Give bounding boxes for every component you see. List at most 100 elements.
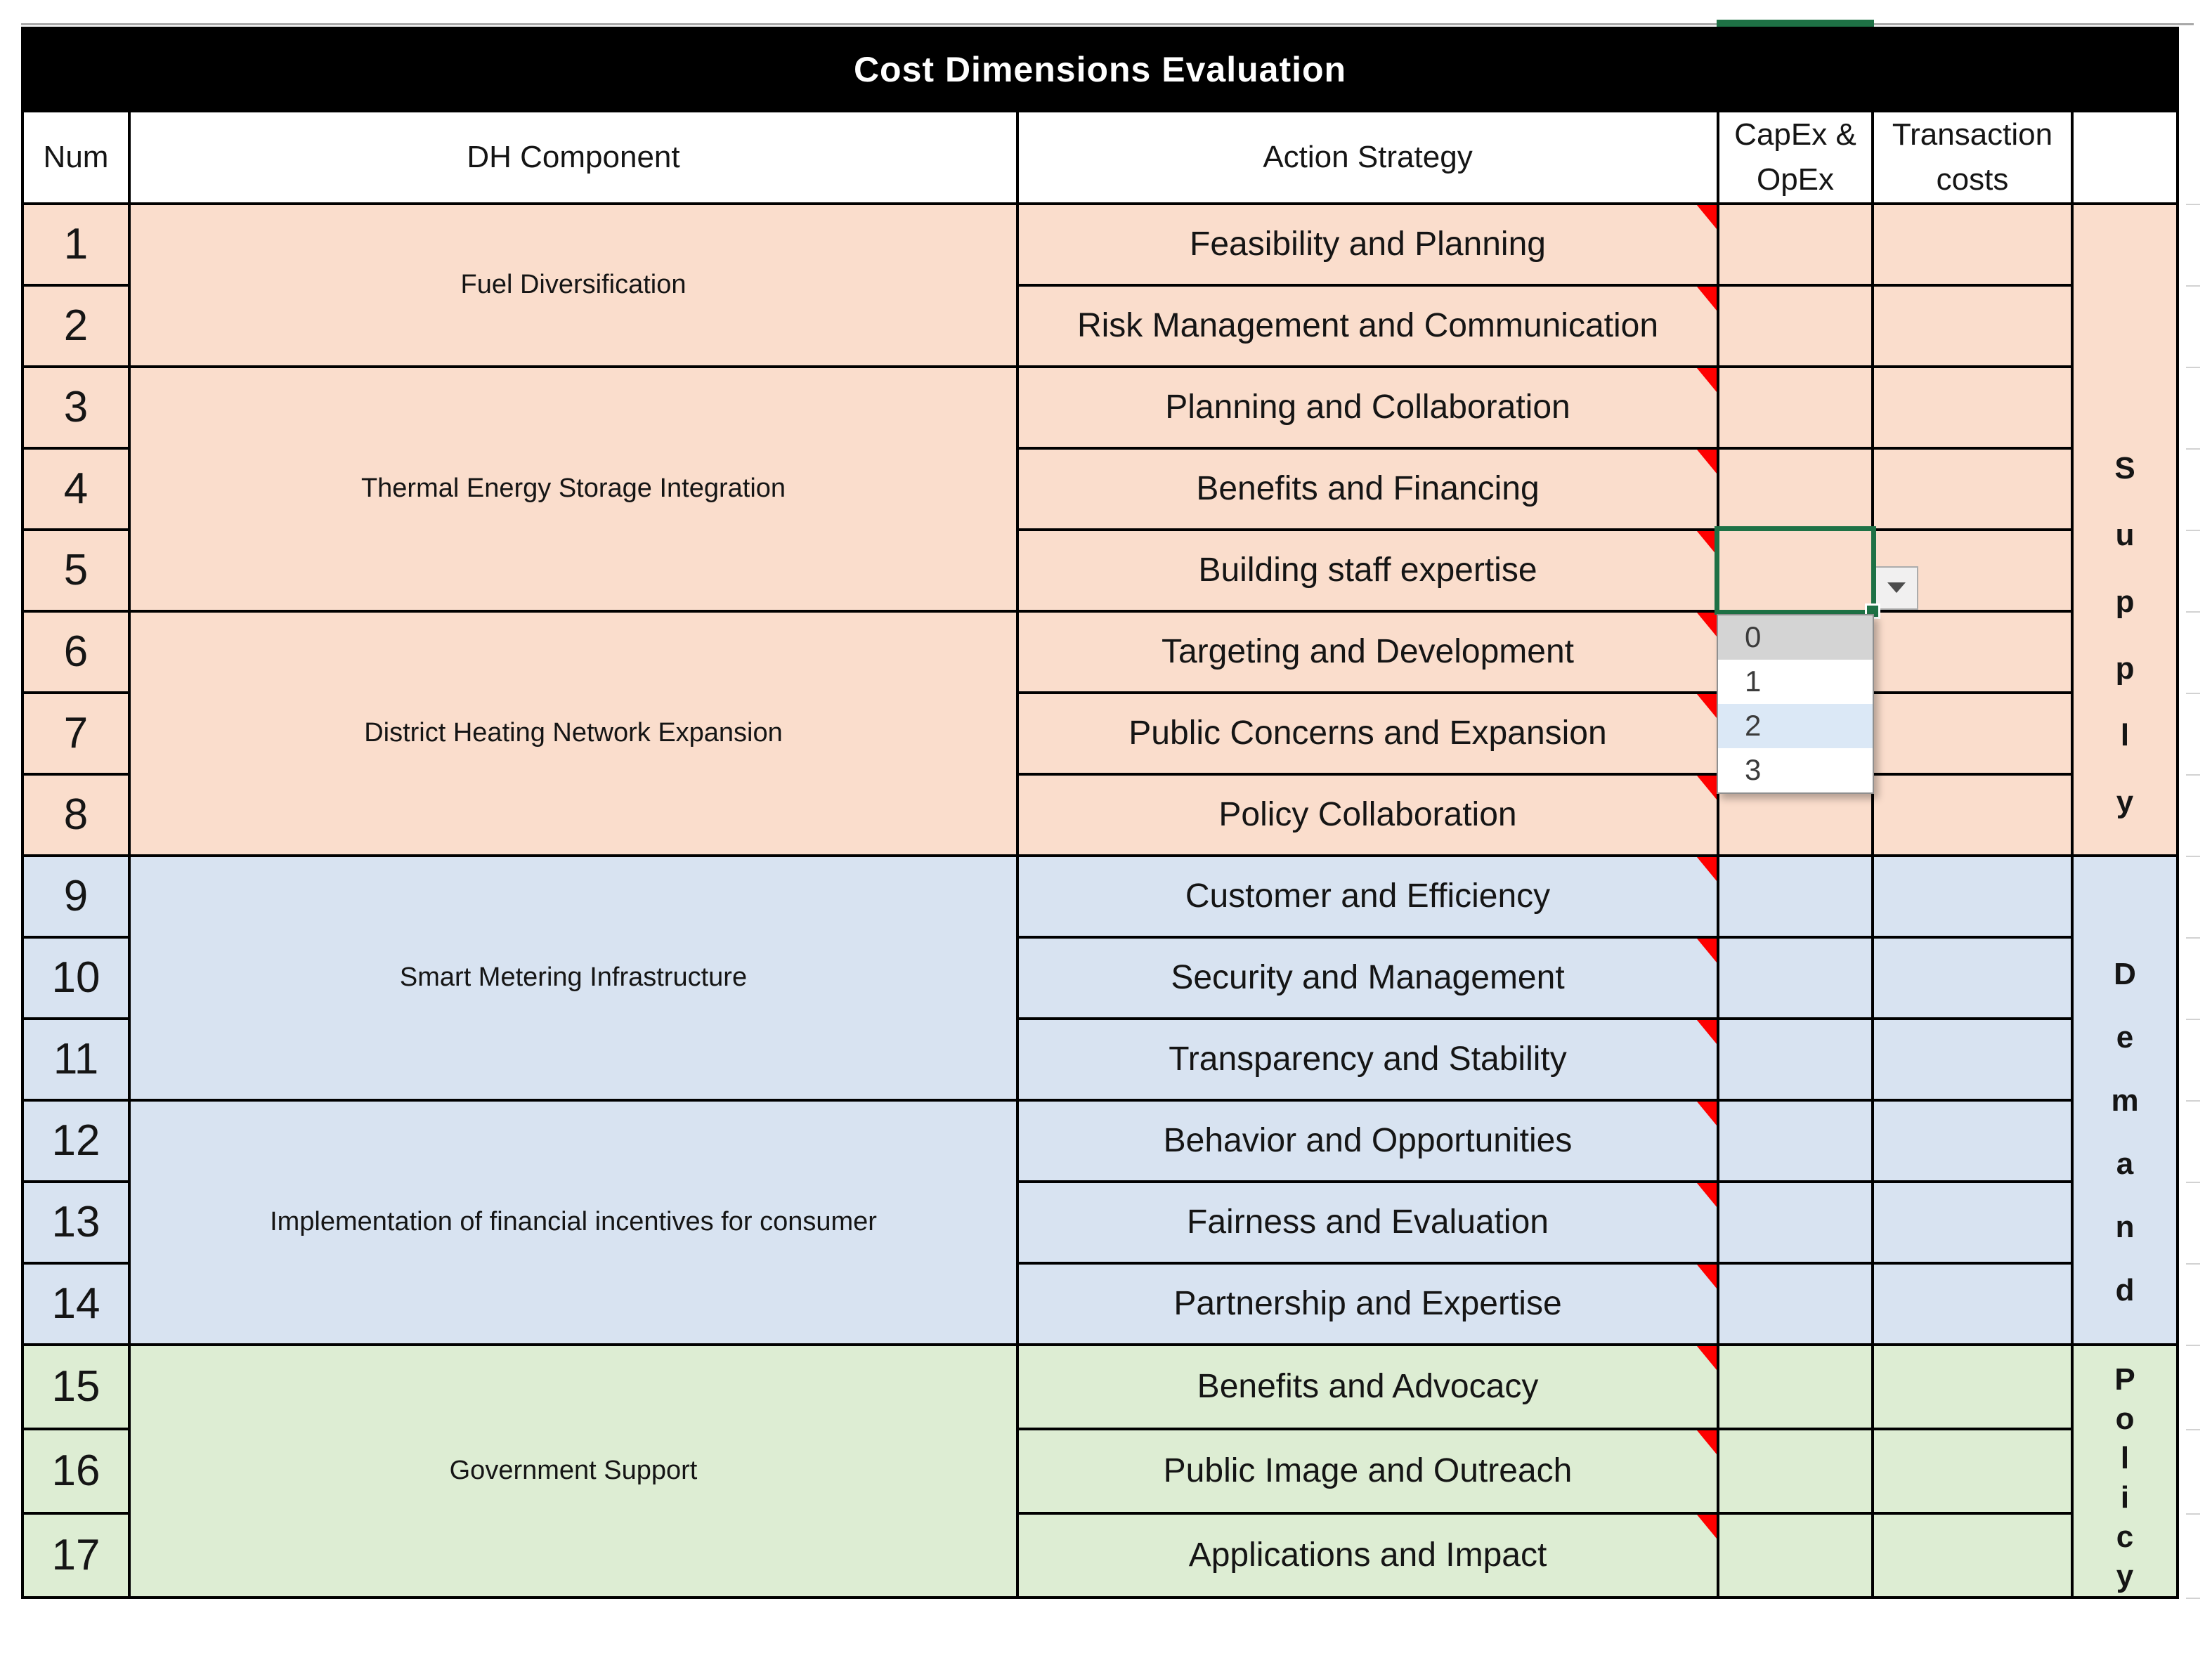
capex-value-cell[interactable] — [1717, 1427, 1874, 1515]
transaction-value-cell[interactable] — [1871, 1343, 2074, 1430]
action-cell[interactable]: Planning and Collaboration — [1016, 365, 1719, 450]
row-num[interactable]: 15 — [21, 1343, 131, 1430]
capex-value-cell[interactable] — [1717, 1261, 1874, 1346]
dropdown-option[interactable]: 0 — [1718, 615, 1873, 660]
action-cell[interactable]: Customer and Efficiency — [1016, 854, 1719, 939]
component-cell[interactable]: Fuel Diversification — [128, 202, 1019, 368]
page-title[interactable]: Cost Dimensions Evaluation — [20, 27, 2180, 112]
component-cell[interactable]: Government Support — [128, 1343, 1019, 1599]
action-cell[interactable]: Security and Management — [1016, 935, 1719, 1020]
capex-value-cell[interactable] — [1717, 1511, 1874, 1599]
row-num[interactable]: 16 — [21, 1427, 131, 1515]
row-num[interactable]: 17 — [21, 1511, 131, 1599]
component-cell[interactable]: Implementation of financial incentives f… — [128, 1098, 1019, 1346]
action-cell[interactable]: Behavior and Opportunities — [1016, 1098, 1719, 1183]
column-header-action[interactable]: Action Strategy — [1016, 110, 1719, 205]
column-header-category[interactable] — [2070, 110, 2180, 205]
capex-value-cell[interactable] — [1717, 935, 1874, 1020]
transaction-value-cell[interactable] — [1871, 365, 2074, 450]
column-header-component[interactable]: DH Component — [128, 110, 1019, 205]
capex-value-cell[interactable] — [1717, 1017, 1874, 1102]
action-cell[interactable]: Transparency and Stability — [1016, 1017, 1719, 1102]
column-header-num[interactable]: Num — [21, 110, 131, 205]
action-label: Targeting and Development — [1161, 633, 1575, 671]
column-header-capex[interactable]: CapEx & OpEx — [1717, 110, 1874, 205]
comment-indicator-icon — [1697, 1019, 1717, 1044]
action-cell[interactable]: Policy Collaboration — [1016, 772, 1719, 857]
capex-value-cell[interactable] — [1717, 854, 1874, 939]
transaction-value-cell[interactable] — [1871, 609, 2074, 694]
row-num[interactable]: 10 — [21, 935, 131, 1020]
component-cell[interactable]: Smart Metering Infrastructure — [128, 854, 1019, 1102]
action-cell[interactable]: Benefits and Financing — [1016, 446, 1719, 531]
capex-value-cell[interactable] — [1717, 1343, 1874, 1430]
comment-indicator-icon — [1697, 449, 1717, 474]
comment-indicator-icon — [1697, 1345, 1717, 1370]
row-num[interactable]: 13 — [21, 1180, 131, 1265]
data-validation-dropdown-button[interactable] — [1875, 566, 1918, 610]
capex-value-cell[interactable] — [1717, 202, 1874, 287]
column-header-transaction[interactable]: Transaction costs — [1871, 110, 2074, 205]
gridline-stub — [2186, 203, 2201, 205]
table-row: 12 Implementation of financial incentive… — [21, 1098, 2178, 1346]
action-cell[interactable]: Benefits and Advocacy — [1016, 1343, 1719, 1430]
capex-value-cell[interactable] — [1717, 283, 1874, 368]
row-num[interactable]: 2 — [21, 283, 131, 368]
row-num[interactable]: 5 — [21, 528, 131, 613]
transaction-value-cell[interactable] — [1871, 1427, 2074, 1515]
action-label: Policy Collaboration — [1218, 796, 1517, 834]
row-num[interactable]: 9 — [21, 854, 131, 939]
capex-value-cell[interactable] — [1717, 365, 1874, 450]
transaction-value-cell[interactable] — [1871, 691, 2074, 776]
dropdown-option[interactable]: 1 — [1745, 665, 1762, 698]
dropdown-option[interactable]: 3 — [1745, 753, 1762, 787]
action-cell[interactable]: Public Concerns and Expansion — [1016, 691, 1719, 776]
comment-indicator-icon — [1697, 286, 1717, 311]
gridline-stub — [2186, 448, 2201, 450]
transaction-value-cell[interactable] — [1871, 772, 2074, 857]
transaction-value-cell[interactable] — [1871, 1261, 2074, 1346]
transaction-value-cell[interactable] — [1871, 935, 2074, 1020]
transaction-value-cell[interactable] — [1871, 854, 2074, 939]
comment-indicator-icon — [1697, 204, 1717, 229]
row-num[interactable]: 4 — [21, 446, 131, 531]
transaction-value-cell[interactable] — [1871, 1511, 2074, 1599]
capex-value-cell[interactable] — [1717, 1180, 1874, 1265]
component-cell[interactable]: District Heating Network Expansion — [128, 609, 1019, 857]
action-cell[interactable]: Building staff expertise — [1016, 528, 1719, 613]
action-cell[interactable]: Fairness and Evaluation — [1016, 1180, 1719, 1265]
action-label: Behavior and Opportunities — [1163, 1122, 1573, 1160]
row-num[interactable]: 7 — [21, 691, 131, 776]
category-cell-policy[interactable]: P o l i c y — [2070, 1343, 2180, 1599]
comment-indicator-icon — [1697, 1264, 1717, 1288]
selected-cell[interactable] — [1717, 528, 1874, 613]
comment-indicator-icon — [1697, 1430, 1717, 1454]
selection-column-indicator — [1717, 20, 1874, 27]
action-cell[interactable]: Risk Management and Communication — [1016, 283, 1719, 368]
transaction-value-cell[interactable] — [1871, 1017, 2074, 1102]
action-cell[interactable]: Feasibility and Planning — [1016, 202, 1719, 287]
transaction-value-cell[interactable] — [1871, 1180, 2074, 1265]
transaction-value-cell[interactable] — [1871, 202, 2074, 287]
gridline-stub — [2186, 855, 2201, 857]
action-cell[interactable]: Applications and Impact — [1016, 1511, 1719, 1599]
row-num[interactable]: 6 — [21, 609, 131, 694]
row-num[interactable]: 8 — [21, 772, 131, 857]
transaction-value-cell[interactable] — [1871, 283, 2074, 368]
transaction-value-cell[interactable] — [1871, 446, 2074, 531]
transaction-value-cell[interactable] — [1871, 1098, 2074, 1183]
row-num[interactable]: 12 — [21, 1098, 131, 1183]
row-num[interactable]: 11 — [21, 1017, 131, 1102]
action-cell[interactable]: Targeting and Development — [1016, 609, 1719, 694]
row-num[interactable]: 3 — [21, 365, 131, 450]
category-cell-demand[interactable]: D e m a n d — [2070, 854, 2180, 1346]
action-cell[interactable]: Public Image and Outreach — [1016, 1427, 1719, 1515]
row-num[interactable]: 1 — [21, 202, 131, 287]
row-num[interactable]: 14 — [21, 1261, 131, 1346]
capex-value-cell[interactable] — [1717, 1098, 1874, 1183]
action-cell[interactable]: Partnership and Expertise — [1016, 1261, 1719, 1346]
dropdown-option[interactable]: 2 — [1718, 703, 1873, 748]
capex-value-cell[interactable] — [1717, 446, 1874, 531]
category-cell-supply[interactable]: S u p p l y — [2070, 202, 2180, 857]
component-cell[interactable]: Thermal Energy Storage Integration — [128, 365, 1019, 613]
